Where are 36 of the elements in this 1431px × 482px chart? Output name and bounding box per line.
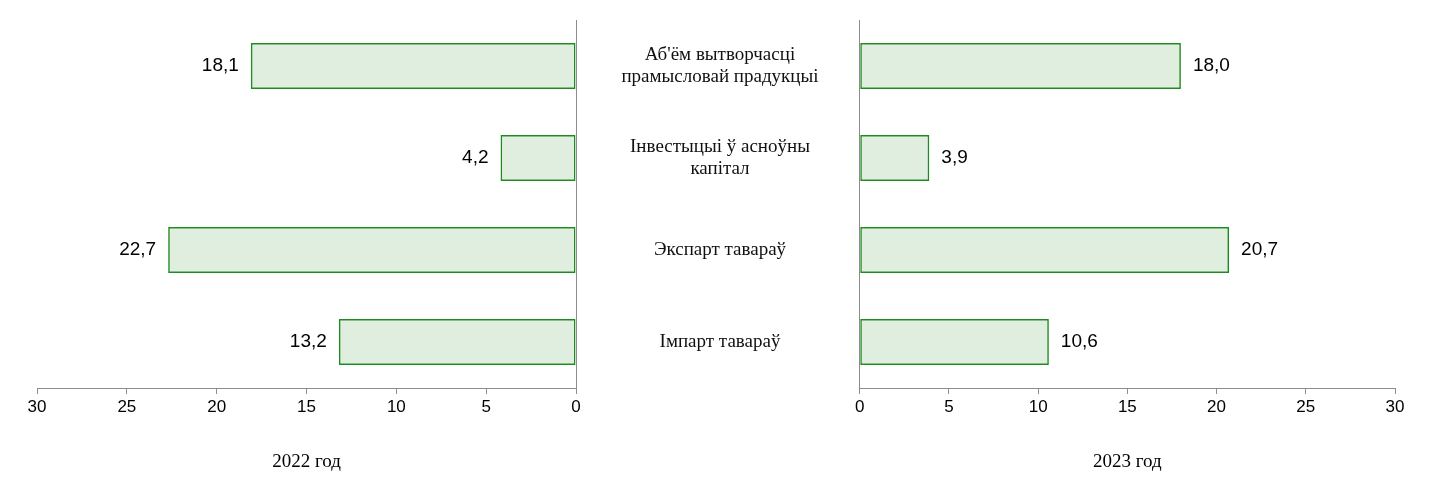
x-tick-label: 15 (1117, 396, 1137, 416)
x-axis-title: 2023 год (1093, 449, 1163, 471)
x-tick-label: 10 (1028, 396, 1048, 416)
x-axis-title: 2022 год (272, 449, 342, 471)
bar (168, 227, 576, 273)
bar (860, 43, 1181, 89)
data-label: 20,7 (1241, 238, 1279, 260)
x-tick-label: 20 (207, 396, 227, 416)
x-tick-label: 30 (27, 396, 47, 416)
bar (250, 43, 576, 89)
x-tick-label: 20 (1207, 396, 1227, 416)
x-tick-label: 15 (297, 396, 316, 416)
bar (860, 319, 1049, 365)
x-tick-label: 10 (386, 396, 406, 416)
y-tick-label: Інвестыцыі ў асноўны капітал (630, 134, 811, 179)
x-tick-label: 5 (481, 396, 491, 416)
x-tick-label: 25 (117, 396, 137, 416)
x-tick-label: 0 (854, 396, 865, 416)
y-tick-label: Імпарт тавараў (659, 329, 781, 351)
data-label: 10,6 (1060, 330, 1098, 352)
data-label: 18,0 (1192, 54, 1230, 76)
x-tick-label: 5 (944, 396, 954, 416)
data-label: 4,2 (462, 146, 489, 168)
bar (860, 227, 1230, 273)
data-label: 18,1 (201, 54, 239, 76)
y-tick-label: Аб'ём вытворчасці прамысловай прадукцыі (621, 42, 819, 87)
data-label: 3,9 (941, 146, 968, 168)
data-label: 22,7 (119, 238, 157, 260)
bar (500, 135, 576, 181)
bar (338, 319, 576, 365)
y-tick-label: Экспарт тавараў (653, 237, 787, 259)
x-tick-label: 30 (1385, 396, 1405, 416)
x-tick-label: 0 (571, 396, 581, 416)
data-label: 13,2 (289, 330, 327, 352)
bar (860, 135, 930, 181)
x-tick-label: 25 (1296, 396, 1316, 416)
